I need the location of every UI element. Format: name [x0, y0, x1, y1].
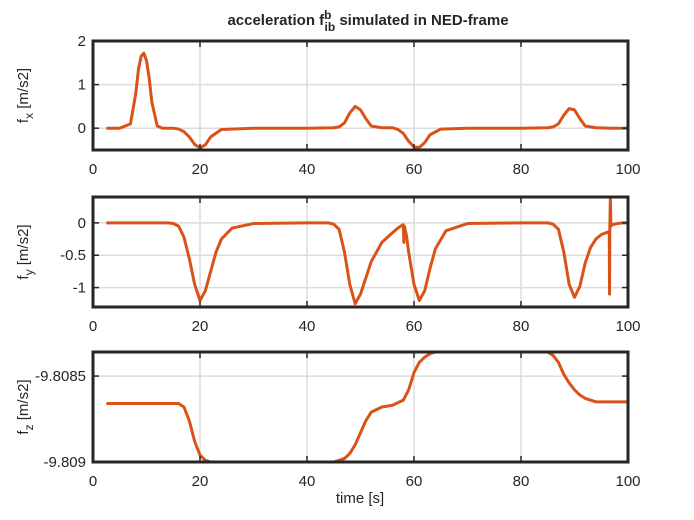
x-axis-label: time [s]: [336, 490, 384, 507]
y-tick-label: -0.5: [60, 247, 86, 264]
x-tick-label: 100: [615, 161, 640, 178]
subplot-fz: 0 20 40 60 80 100 -9.8085 -9.809 fz [m/s2]: [15, 350, 641, 490]
axes-box: [91, 195, 630, 309]
y-axis-label: fy [m/s2]: [15, 224, 36, 279]
x-tick-label: 80: [513, 161, 530, 178]
x-tick-label: 0: [89, 473, 97, 490]
x-tick-label: 40: [299, 318, 316, 335]
x-tick-label: 40: [299, 473, 316, 490]
y-tick-label: -9.809: [43, 454, 86, 471]
axes-box: [91, 39, 630, 152]
x-tick-label: 0: [89, 161, 97, 178]
x-tick-label: 80: [513, 318, 530, 335]
y-tick-label: 2: [78, 33, 86, 50]
axes-box: [91, 350, 630, 464]
x-tick-label: 20: [192, 473, 209, 490]
y-tick-label: 0: [78, 120, 86, 137]
x-tick-label: 0: [89, 318, 97, 335]
y-tick-label: 0: [78, 215, 86, 232]
x-tick-label: 60: [406, 161, 423, 178]
x-tick-label: 60: [406, 473, 423, 490]
x-tick-label: 20: [192, 161, 209, 178]
x-tick-label: 40: [299, 161, 316, 178]
x-tick-label: 100: [615, 318, 640, 335]
x-tick-label: 20: [192, 318, 209, 335]
y-axis-label: fz [m/s2]: [15, 379, 36, 434]
x-tick-label: 80: [513, 473, 530, 490]
subplot-fx: 0 20 40 60 80 100 2 1 0 fx [m/s2]: [15, 33, 641, 178]
y-tick-label: -9.8085: [35, 368, 86, 385]
series-line: [106, 51, 628, 150]
y-axis-label: fx [m/s2]: [15, 68, 36, 123]
figure-title: acceleration fb ib simulated in NED-frame: [227, 8, 508, 34]
x-tick-label: 60: [406, 318, 423, 335]
series-line: [106, 196, 628, 306]
x-tick-label: 100: [615, 473, 640, 490]
y-tick-label: 1: [78, 77, 86, 94]
y-tick-label: -1: [73, 280, 86, 297]
subplot-fy: 0 20 40 60 80 100 0 -0.5 -1 fy [m/s2]: [15, 195, 641, 335]
